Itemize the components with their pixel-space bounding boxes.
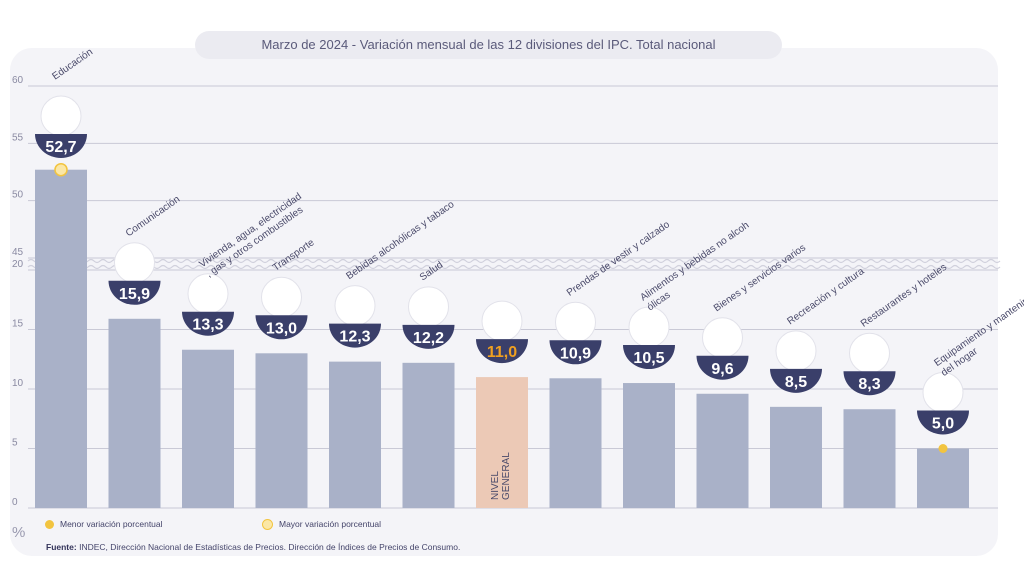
y-tick-label: 0 xyxy=(12,497,18,508)
value-badge xyxy=(623,345,675,370)
category-label: Salud xyxy=(418,260,445,284)
value-badge xyxy=(770,368,822,393)
source-text: INDEC, Dirección Nacional de Estadística… xyxy=(79,542,461,552)
value-badge xyxy=(476,339,528,364)
bar xyxy=(770,406,822,508)
y-tick-label: 15 xyxy=(12,319,24,330)
min-marker xyxy=(938,444,948,453)
legend-min-dot xyxy=(45,520,54,530)
value-label: 13,0 xyxy=(266,320,297,337)
category-label: Bienes y servicios varios xyxy=(712,242,808,314)
value-label: 52,7 xyxy=(45,139,76,156)
y-tick-label: 10 xyxy=(12,378,24,389)
legend-max: Mayor variación porcentual xyxy=(262,519,382,531)
bar xyxy=(329,361,381,508)
value-label: 15,9 xyxy=(119,286,150,303)
legend-max-label: Mayor variación porcentual xyxy=(279,519,382,529)
bar xyxy=(696,393,749,508)
basket-icon xyxy=(481,300,523,342)
value-badge xyxy=(182,311,234,336)
value-badge xyxy=(843,371,896,396)
bar xyxy=(843,409,896,508)
bar xyxy=(549,378,602,508)
legend-min-label: Menor variación porcentual xyxy=(60,519,163,529)
bar xyxy=(108,318,161,508)
bus-icon xyxy=(261,276,302,318)
value-badge xyxy=(255,315,308,340)
value-label: 11,0 xyxy=(487,344,517,361)
chart-title: Marzo de 2024 - Variación mensual de las… xyxy=(195,31,782,59)
washing-machine-icon xyxy=(922,372,964,413)
house-utilities-icon xyxy=(187,273,229,315)
axis-break xyxy=(27,258,1001,264)
general-label: NIVEL xyxy=(490,471,501,500)
bar xyxy=(35,169,87,508)
y-unit-label: % xyxy=(12,524,26,541)
value-label: 13,3 xyxy=(192,317,223,334)
bottle-icon xyxy=(334,285,376,327)
bar xyxy=(255,353,308,508)
bar xyxy=(623,383,675,508)
first-aid-icon xyxy=(408,286,449,328)
value-label: 12,2 xyxy=(413,330,444,347)
value-label: 12,3 xyxy=(339,329,370,346)
y-tick-label: 45 xyxy=(12,247,24,258)
legend-max-dot xyxy=(262,519,273,531)
value-badge xyxy=(402,324,455,349)
y-tick-label: 5 xyxy=(12,438,18,449)
comb-icon xyxy=(702,317,743,359)
bar xyxy=(182,349,234,508)
bar xyxy=(917,448,969,508)
shirt-icon xyxy=(555,301,596,343)
source-label: Fuente: xyxy=(46,542,77,552)
axis-break xyxy=(27,264,1001,270)
bar xyxy=(476,377,528,508)
value-badge xyxy=(549,340,602,365)
value-badge xyxy=(696,355,749,380)
value-badge xyxy=(329,323,381,348)
category-label: Educación xyxy=(50,47,95,83)
value-label: 5,0 xyxy=(932,416,954,433)
category-label: Recreación y cultura xyxy=(785,266,866,328)
y-tick-label: 50 xyxy=(12,190,24,201)
bar xyxy=(402,362,455,508)
category-label: Restaurantes y hoteles xyxy=(859,262,949,330)
book-icon xyxy=(40,95,82,137)
phone-icon xyxy=(114,242,155,284)
source-note: Fuente: INDEC, Dirección Nacional de Est… xyxy=(46,542,460,552)
y-tick-label: 60 xyxy=(12,75,24,86)
value-label: 8,3 xyxy=(858,376,880,393)
y-tick-label: 55 xyxy=(12,132,24,143)
value-label: 10,5 xyxy=(633,350,664,367)
value-label: 9,6 xyxy=(711,361,733,378)
category-label: Transporte xyxy=(271,237,317,274)
cutlery-icon xyxy=(849,332,890,374)
umbrella-icon xyxy=(775,330,817,372)
value-badge xyxy=(108,280,161,305)
food-icon xyxy=(628,306,670,348)
bars: 52,7 15,9 13,3 13,0 12,3 12,2 11,0 10,9 10,5 9,6 8… xyxy=(35,95,969,508)
legend-min: Menor variación porcentual xyxy=(45,519,163,530)
value-label: 8,5 xyxy=(785,374,807,391)
value-badge xyxy=(917,410,969,435)
value-badge xyxy=(35,134,87,158)
value-label: 10,9 xyxy=(560,345,591,362)
general-label: GENERAL xyxy=(501,452,512,500)
max-marker xyxy=(54,162,68,177)
y-tick-label: 20 xyxy=(12,259,24,270)
